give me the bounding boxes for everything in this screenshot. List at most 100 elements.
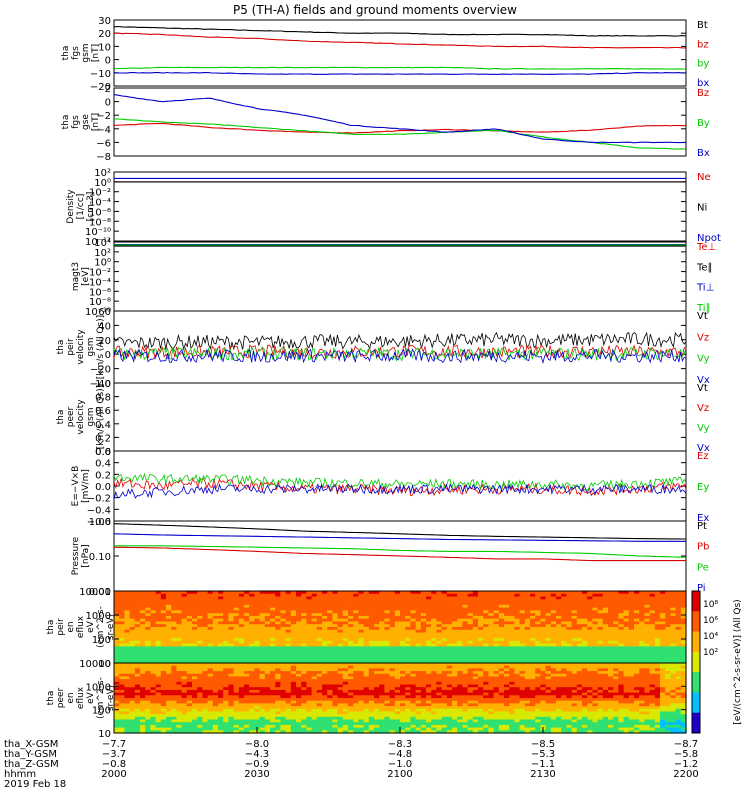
y-label-line: peir (56, 618, 66, 636)
y-label-line: sr-eV) (106, 614, 116, 640)
colorbar-tick-label: 10⁸ (703, 600, 718, 610)
colorbar-segment (692, 591, 700, 612)
y-tick-label: 0.6 (95, 447, 111, 458)
y-label-line: fgs (71, 115, 81, 129)
series-Bt-line (114, 27, 686, 37)
legend-Bz: Bz (697, 88, 709, 99)
legend-Vt: Vt (697, 311, 708, 322)
y-label-line: eflux (76, 615, 86, 638)
legend-by: by (697, 59, 709, 70)
legend-Vy: Vy (697, 354, 710, 365)
y-tick-label: 0 (105, 56, 111, 67)
series-Pt-line (114, 524, 686, 539)
y-axis-label: E=−V×B[mV/m] (71, 466, 91, 507)
y-label-line: [eV] (81, 267, 91, 286)
series-Ex-line (114, 484, 686, 499)
y-label-line: [1/cc] (76, 194, 86, 220)
y-tick-label: 0.0 (95, 482, 111, 493)
y-label-line: peer (66, 406, 76, 427)
y-label-line: eV (86, 620, 96, 633)
series-By-line (114, 119, 686, 149)
y-label-line: tha (61, 46, 71, 61)
y-tick-label: 1.00 (89, 517, 111, 528)
y-tick-label: −8 (96, 152, 111, 163)
legend-By: By (697, 118, 710, 129)
y-tick-label: −0.4 (87, 505, 111, 516)
y-label-line: [nT] (91, 113, 101, 131)
y-axis-label: Density[1/cc][cm-3] (66, 189, 96, 224)
series-by-line (114, 67, 686, 69)
y-label-line: velocity (76, 399, 86, 435)
legend-Ne: Ne (697, 172, 711, 183)
legend-Ez: Ez (697, 451, 709, 462)
legend-Pt: Pt (697, 521, 707, 532)
chart-title: P5 (TH-A) fields and ground moments over… (233, 3, 517, 17)
legend-Ey: Ey (697, 482, 709, 493)
colorbar-segment (692, 672, 700, 693)
panel-temperature: 10⁴10²10⁰10⁻²10⁻⁴10⁻⁶10⁻⁸10⁻¹⁰magt3[eV]T… (71, 238, 716, 318)
y-label-line: E=−V×B (71, 466, 81, 507)
legend-Bt: Bt (697, 20, 708, 31)
y-tick-label: 0.2 (95, 470, 111, 481)
y-label-line: [cm-3] (86, 192, 96, 222)
y-label-line: tha (56, 340, 66, 355)
colorbar-tick-label: 10⁴ (703, 632, 718, 642)
y-label-line: magt3 (71, 262, 81, 291)
legend-Vy: Vy (697, 423, 710, 434)
colorbar-segment (692, 713, 700, 734)
legend-Vz: Vz (697, 403, 709, 414)
legend-Ni: Ni (697, 203, 707, 214)
legend-Bx: Bx (697, 148, 710, 159)
y-label-line: gsm (81, 43, 91, 62)
legend-Pb: Pb (697, 542, 709, 553)
panel-density: 10²10⁰10⁻²10⁻⁴10⁻⁶10⁻⁸10⁻¹⁰10⁻¹²Density[… (66, 168, 721, 248)
panel-frame (114, 20, 686, 86)
y-tick-label: 0.10 (89, 552, 111, 563)
legend-Te⊥: Te⊥ (696, 242, 716, 253)
y-tick-label: 10000 (79, 587, 111, 598)
legend-Te∥: Te∥ (696, 262, 713, 273)
y-label-line: Pressure (71, 536, 81, 575)
y-label-line: (cm^2-s- (96, 606, 106, 648)
y-label-line: en (66, 621, 76, 632)
y-tick-label: 30 (98, 16, 111, 27)
y-label-line: [mV/m] (81, 469, 91, 503)
y-tick-label: 20 (98, 29, 111, 40)
y-label-line: gse (81, 114, 91, 130)
colorbar-segment (692, 692, 700, 713)
colorbar-tick-label: 10⁶ (703, 616, 718, 626)
y-label-line: gsm (86, 407, 96, 426)
y-tick-label: −6 (96, 138, 111, 149)
y-axis-label: magt3[eV] (71, 262, 91, 291)
legend-Vz: Vz (697, 332, 709, 343)
y-label-line: fgs (71, 46, 81, 60)
series-Bx-line (114, 95, 686, 143)
series-bx-line (114, 73, 686, 75)
y-tick-label: 0 (105, 98, 111, 109)
panel-frame (114, 383, 686, 451)
y-label-line: tha (61, 115, 71, 130)
legend-Vt: Vt (697, 383, 708, 394)
y-axis-label: Pressure[nPa] (71, 536, 91, 575)
y-label-line: tha (46, 620, 56, 635)
y-tick-label: −10 (90, 69, 111, 80)
y-tick-label: 0.4 (95, 459, 111, 470)
legend-Pe: Pe (697, 562, 709, 573)
colorbar-segment (692, 652, 700, 673)
y-tick-label: 2 (105, 84, 111, 95)
colorbar-tick-label: 10² (703, 648, 718, 658)
